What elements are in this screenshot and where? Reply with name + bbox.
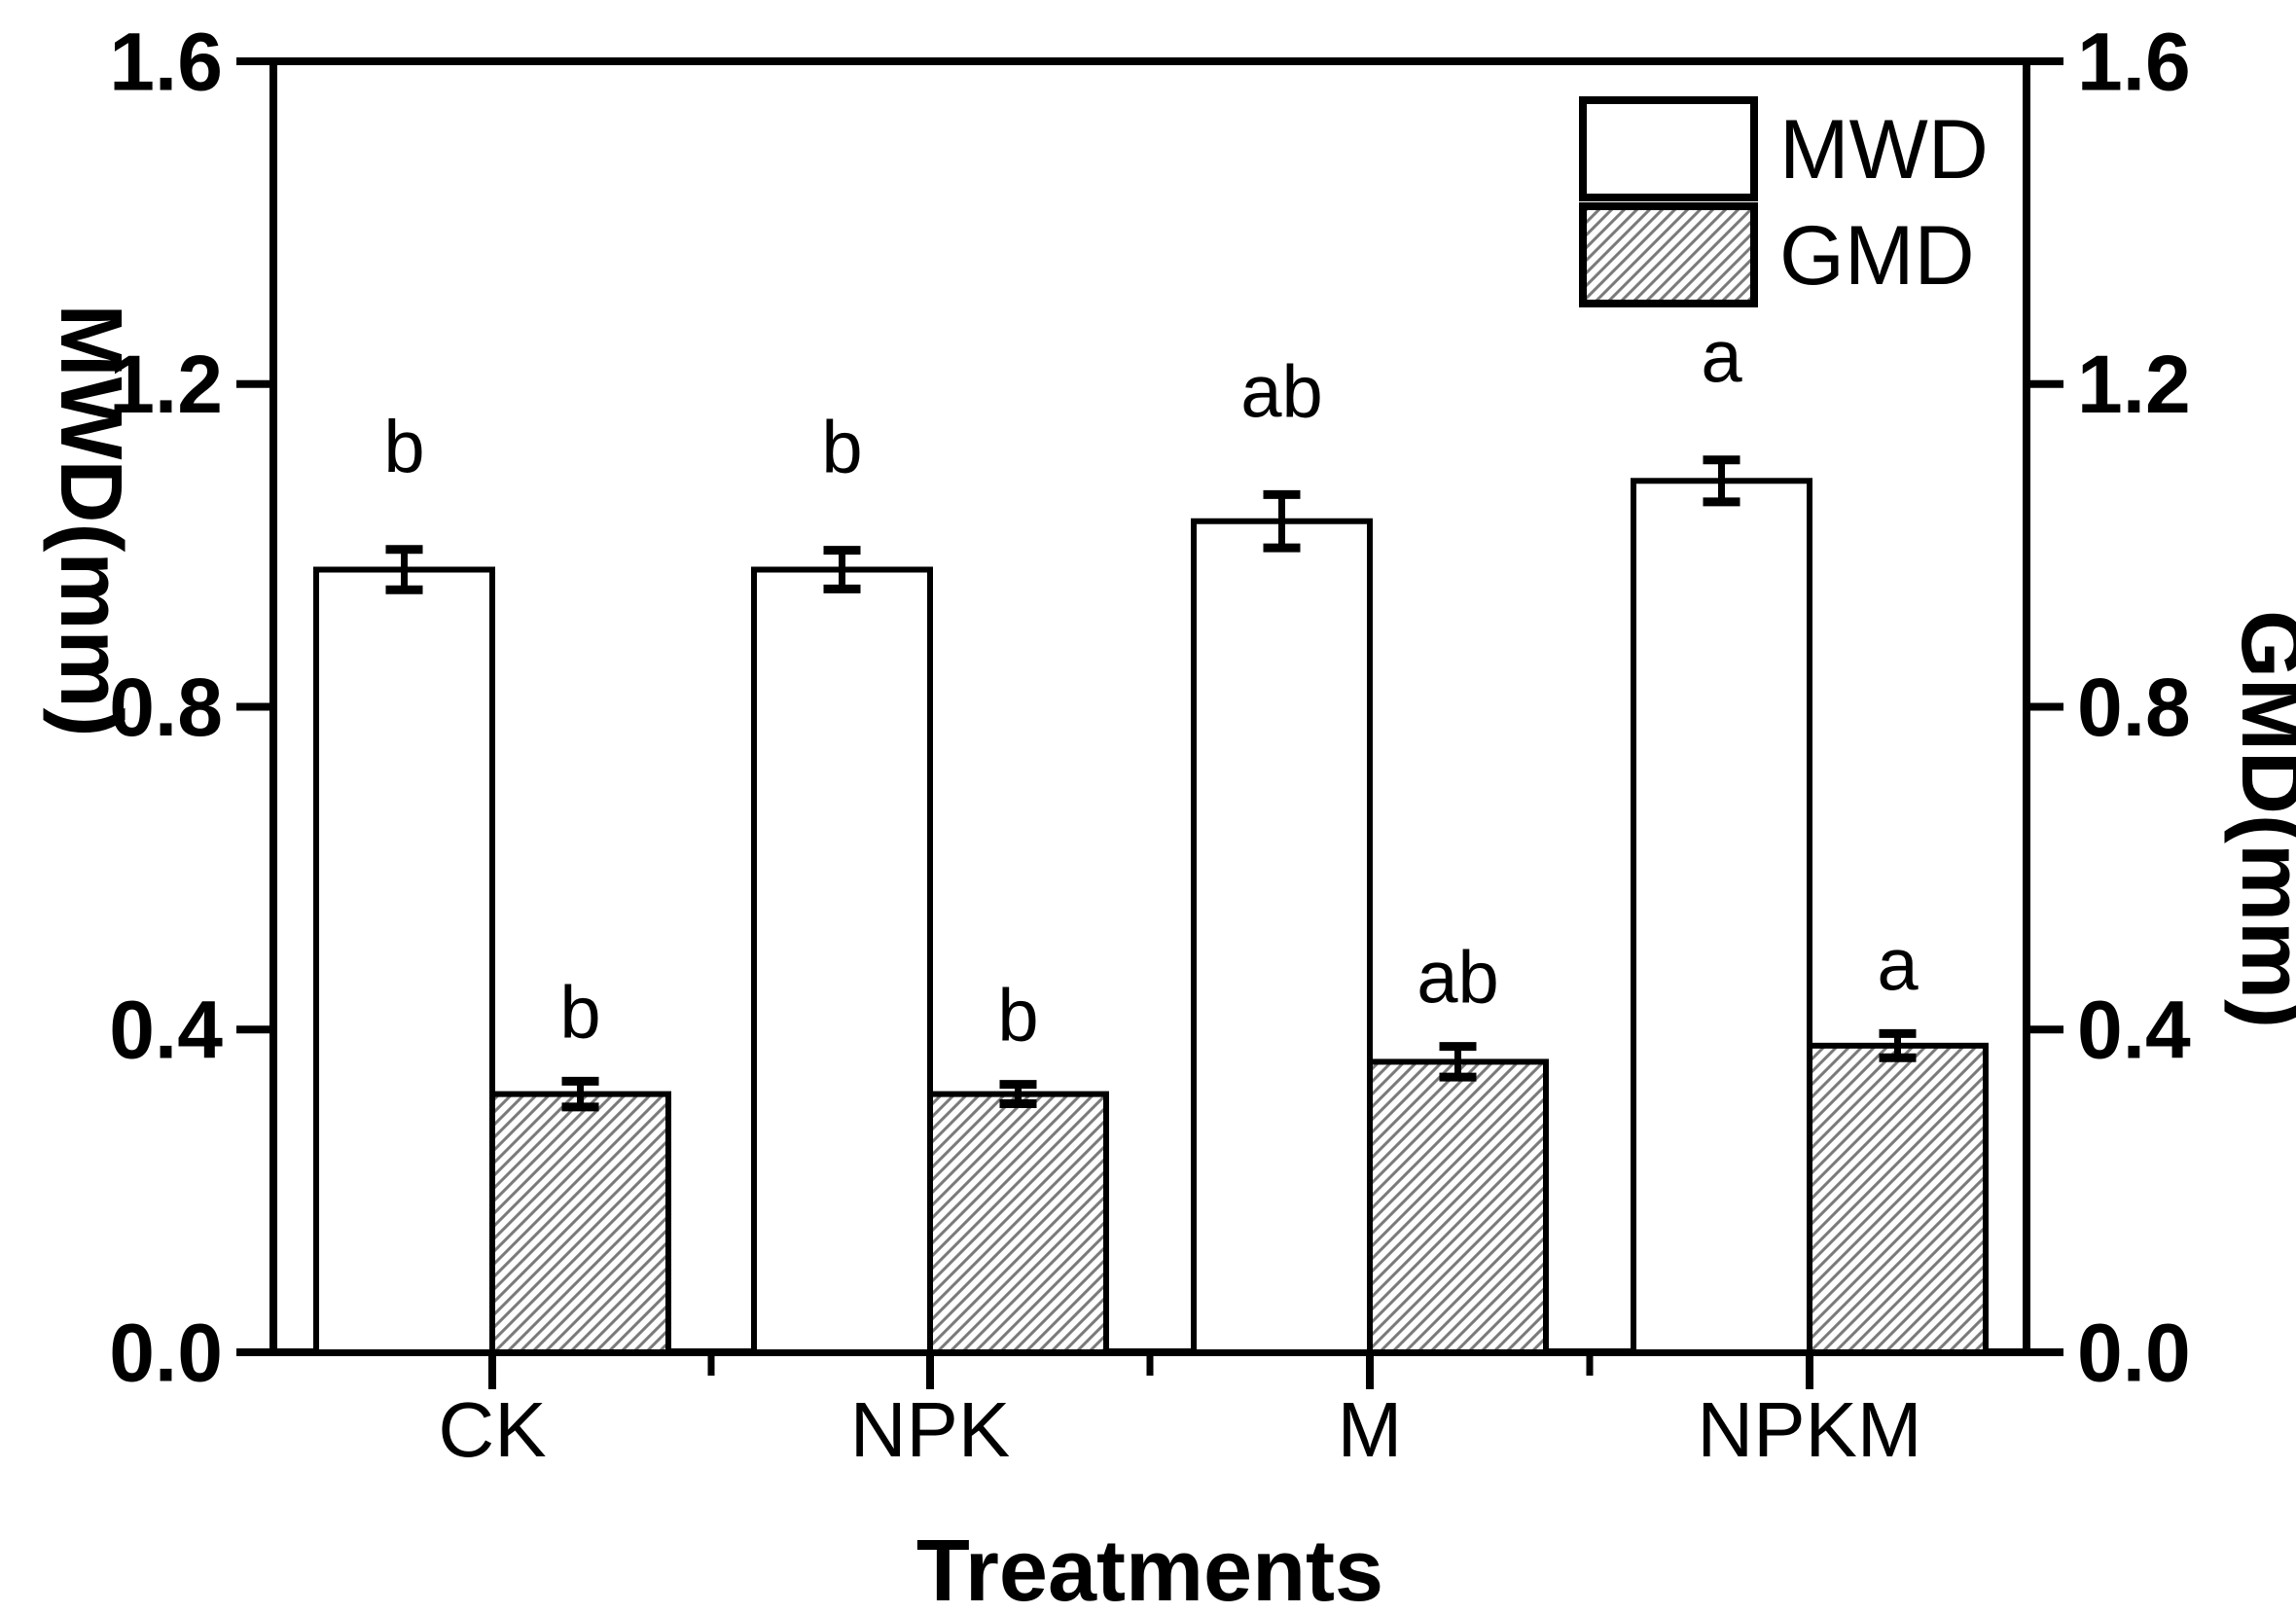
x-category-label-CK: CK xyxy=(438,1386,546,1473)
legend-swatch-bg-MWD xyxy=(1583,100,1754,197)
y-tick-label-right-3: 1.2 xyxy=(2077,339,2191,430)
y-tick-label-right-1: 0.4 xyxy=(2077,985,2191,1076)
y-tick-label-left-2: 0.8 xyxy=(109,662,223,753)
y-tick-label-left-4: 1.6 xyxy=(109,16,223,107)
x-category-label-M: M xyxy=(1338,1386,1403,1473)
sig-letter-MWD-M: ab xyxy=(1240,350,1323,433)
bar-GMD-NPKM xyxy=(1807,1042,1989,1356)
y-tick-label-left-3: 1.2 xyxy=(109,339,223,430)
sig-letter-GMD-M: ab xyxy=(1417,937,1499,1020)
y-tick-label-left-1: 0.4 xyxy=(109,985,223,1076)
y-tick-label-right-4: 1.6 xyxy=(2077,16,2191,107)
bar-GMD-NPK xyxy=(927,1091,1109,1355)
legend-swatch-GMD xyxy=(1579,202,1758,307)
bar-bg-MWD-M xyxy=(1194,520,1370,1352)
axis-title-left: MWD(mm) xyxy=(42,305,139,737)
axis-title-bottom: Treatments xyxy=(916,1523,1383,1613)
legend-swatch-MWD xyxy=(1579,96,1758,201)
sig-letter-MWD-NPK: b xyxy=(821,407,862,489)
sig-letter-GMD-NPK: b xyxy=(997,975,1038,1057)
y-tick-label-right-2: 0.8 xyxy=(2077,662,2191,753)
bar-GMD-CK xyxy=(489,1091,671,1355)
bar-GMD-M xyxy=(1367,1058,1549,1356)
bar-bg-MWD-NPK xyxy=(754,569,930,1352)
y-tick-label-left-0: 0.0 xyxy=(109,1307,223,1398)
y-tick-label-right-0: 0.0 xyxy=(2077,1307,2191,1398)
axis-title-right: GMD(mm) xyxy=(2223,610,2296,1028)
sig-letter-GMD-NPKM: a xyxy=(1877,923,1919,1006)
sig-letter-GMD-CK: b xyxy=(559,971,600,1054)
x-category-label-NPK: NPK xyxy=(850,1386,1011,1473)
legend-label-GMD: GMD xyxy=(1779,209,1975,303)
bar-bg-MWD-NPKM xyxy=(1633,481,1810,1352)
sig-letter-MWD-NPKM: a xyxy=(1701,316,1742,399)
bar-bg-MWD-CK xyxy=(316,569,492,1352)
sig-letter-MWD-CK: b xyxy=(383,406,424,488)
legend-label-MWD: MWD xyxy=(1779,103,1989,197)
x-category-label-NPKM: NPKM xyxy=(1697,1386,1921,1473)
